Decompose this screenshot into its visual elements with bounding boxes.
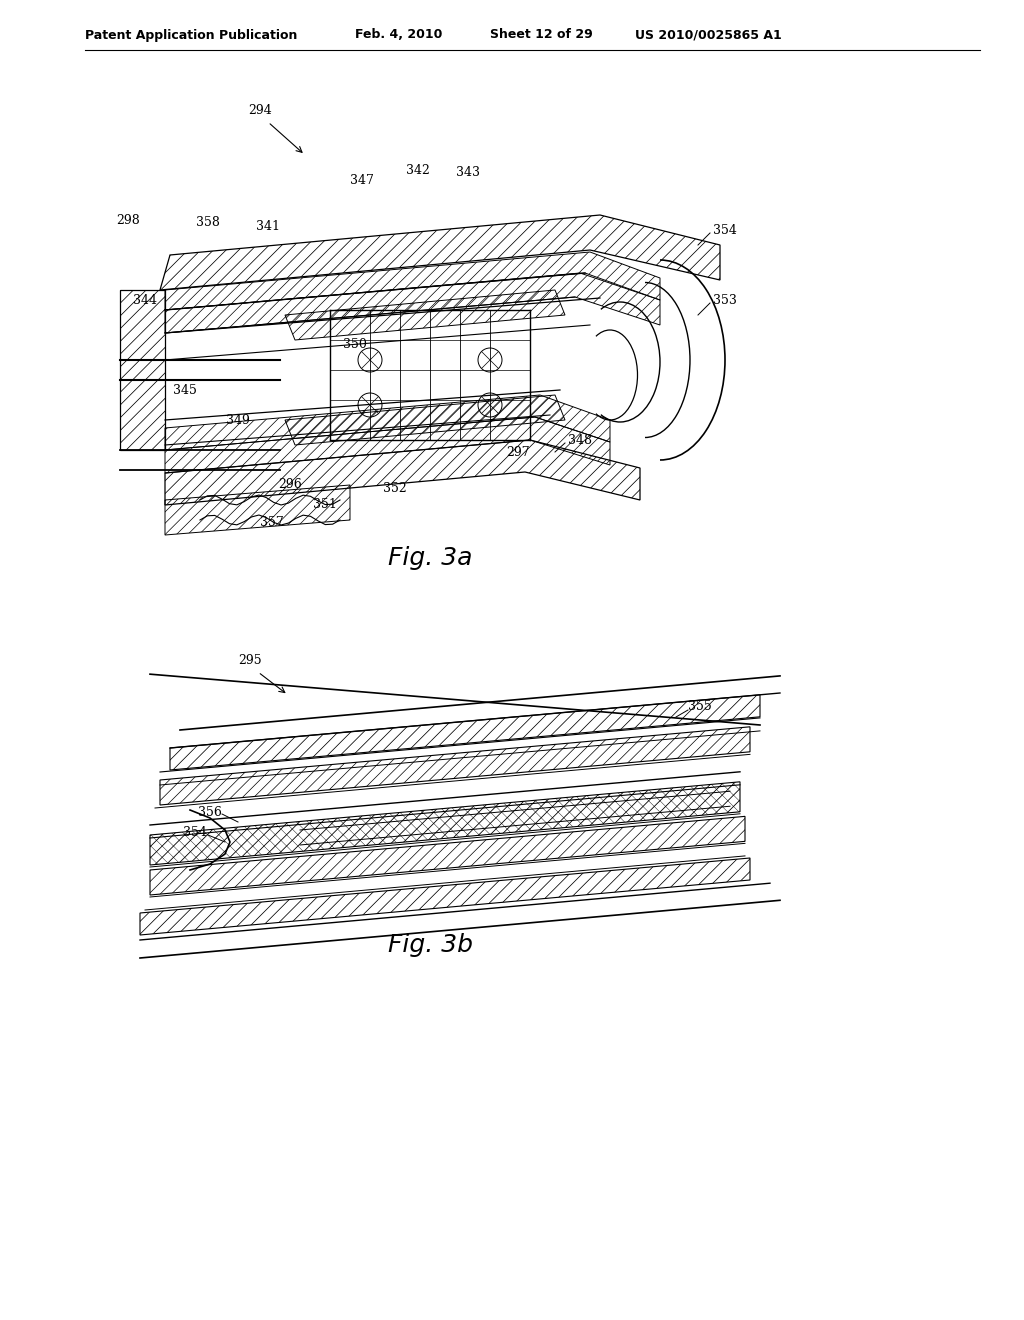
Text: 351: 351: [313, 498, 337, 511]
Text: 354: 354: [713, 223, 737, 236]
Text: Feb. 4, 2010: Feb. 4, 2010: [355, 29, 442, 41]
Text: 357: 357: [260, 516, 284, 528]
Text: 356: 356: [198, 805, 222, 818]
Text: US 2010/0025865 A1: US 2010/0025865 A1: [635, 29, 781, 41]
Text: Fig. 3b: Fig. 3b: [387, 933, 472, 957]
Text: 348: 348: [568, 433, 592, 446]
Text: 358: 358: [196, 216, 220, 230]
Text: 353: 353: [713, 293, 737, 306]
Text: Fig. 3a: Fig. 3a: [388, 546, 472, 570]
Text: 355: 355: [688, 701, 712, 714]
Text: 295: 295: [239, 653, 262, 667]
Text: 345: 345: [173, 384, 197, 396]
Text: 352: 352: [383, 482, 407, 495]
Text: 298: 298: [116, 214, 140, 227]
Text: 297: 297: [506, 446, 529, 458]
Text: 354: 354: [183, 825, 207, 838]
Text: 343: 343: [456, 165, 480, 178]
Text: Patent Application Publication: Patent Application Publication: [85, 29, 297, 41]
Text: 296: 296: [279, 479, 302, 491]
Text: Sheet 12 of 29: Sheet 12 of 29: [490, 29, 593, 41]
Text: 294: 294: [248, 103, 272, 116]
Text: 344: 344: [133, 293, 157, 306]
Text: 350: 350: [343, 338, 367, 351]
Text: 341: 341: [256, 220, 280, 234]
Text: 347: 347: [350, 173, 374, 186]
Text: 349: 349: [226, 413, 250, 426]
Text: 342: 342: [407, 164, 430, 177]
